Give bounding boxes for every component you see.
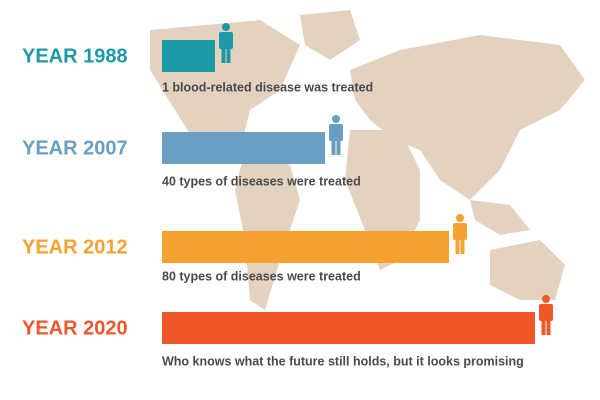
body [539, 304, 553, 321]
bar [162, 231, 449, 263]
head [542, 295, 550, 303]
leg [455, 238, 460, 254]
leg [460, 238, 465, 254]
caption: 40 types of diseases were treated [162, 174, 361, 188]
leg [541, 319, 546, 335]
year-label: YEAR 2020 [22, 317, 128, 339]
body [329, 124, 343, 141]
leg [221, 47, 226, 63]
leg [331, 139, 336, 155]
year-label: YEAR 2012 [22, 236, 128, 258]
leg [546, 319, 551, 335]
person-icon [329, 115, 343, 155]
bar [162, 132, 325, 164]
caption: Who knows what the future still holds, b… [162, 354, 524, 368]
year-label: YEAR 2007 [22, 137, 128, 159]
person-icon [539, 295, 553, 335]
caption: 1 blood-related disease was treated [162, 80, 373, 94]
bar [162, 312, 535, 344]
head [222, 23, 230, 31]
leg [336, 139, 341, 155]
leg [226, 47, 231, 63]
year-label: YEAR 1988 [22, 45, 128, 67]
body [453, 223, 467, 240]
caption: 80 types of diseases were treated [162, 269, 361, 283]
person-icon [453, 214, 467, 254]
world-map [150, 10, 585, 310]
head [456, 214, 464, 222]
person-icon [219, 23, 233, 63]
body [219, 32, 233, 49]
head [332, 115, 340, 123]
bar [162, 40, 215, 72]
